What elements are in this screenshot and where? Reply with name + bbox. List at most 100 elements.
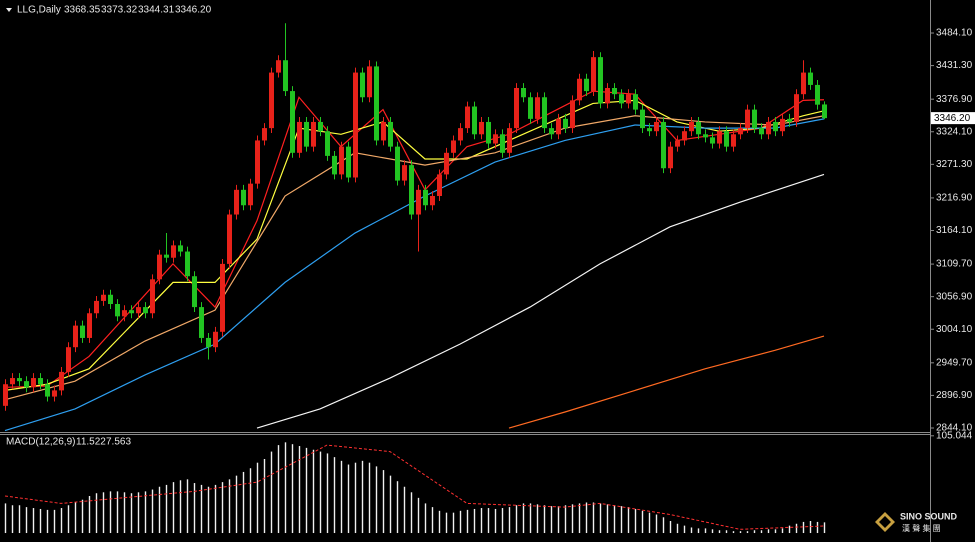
candle-body [696,121,701,135]
candle-body [311,121,316,147]
moving-average [4,115,825,401]
candle-body [374,66,379,141]
candle-body [514,88,519,129]
y-tick-label: 2844.10 [936,423,973,434]
candle-body [738,128,743,135]
candle-body [794,94,799,122]
candle-body [3,384,8,406]
candle-body [640,109,645,129]
candle-body [654,121,659,132]
candle-body [101,294,106,301]
candle-body [234,189,239,215]
candle-body [801,72,806,95]
candle-body [584,78,589,92]
candle-body [220,263,225,332]
candle-body [577,78,582,101]
candle-body [682,131,687,141]
candle-body [444,152,449,175]
price-box-label: 3346.20 [934,113,971,124]
y-tick-label: 3431.30 [936,60,973,71]
y-tick-label: 3004.10 [936,324,973,335]
candle-body [381,121,386,141]
candle-body [339,146,344,175]
candle-body [108,294,113,305]
candle-body [276,60,281,73]
candle-body [241,189,246,206]
candle-body [612,88,617,95]
low-label: 3344.31 [138,5,175,16]
candle-body [192,276,197,308]
candle-body [283,60,288,92]
candle-body [248,183,253,206]
candle-body [115,304,120,317]
candle-body [493,134,498,144]
candle-body [423,189,428,206]
candle-body [752,109,757,129]
candle-body [73,325,78,348]
candle-body [430,196,435,206]
candle-body [472,106,477,135]
candle-body [164,254,169,258]
candle-body [773,121,778,132]
logo-name: SINO SOUND [900,511,958,521]
candle-body [360,72,365,98]
candle-body [227,214,232,264]
candle-body [129,310,134,314]
candle-body [325,131,330,156]
candle-body [290,91,295,153]
logo: SINO SOUND 漢 聲 集 團 [875,511,958,533]
candle-body [353,72,358,178]
candle-body [647,128,652,132]
candle-body [598,57,603,104]
candle-body [458,128,463,141]
y-tick-label: 3376.90 [936,94,973,105]
close-label: 3346.20 [175,5,212,16]
candle-body [150,279,155,314]
candle-body [570,100,575,129]
candle-body [661,121,666,169]
candle-body [45,384,50,397]
candle-body [416,189,421,215]
candle-body [395,146,400,181]
candle-body [815,84,820,105]
candle-body [87,313,92,338]
candle-body [346,146,351,178]
y-tick-label: 3164.10 [936,225,973,236]
candle-body [213,331,218,348]
candle-body [717,131,722,144]
candle-body [206,337,211,348]
macd-title: MACD(12,26,9) [6,437,75,448]
menu-arrow [6,8,12,12]
candle-body [388,121,393,147]
candle-body [633,94,638,110]
y-tick-label: 3056.90 [936,291,973,302]
candle-body [262,128,267,141]
candle-body [626,94,631,104]
candle-body [451,140,456,153]
candle-body [689,121,694,132]
y-tick-label: 3324.10 [936,126,973,137]
candle-body [10,378,15,385]
candle-body [542,97,547,129]
macd-signal-value: 7.563 [106,437,131,448]
y-tick-label: 3271.30 [936,159,973,170]
candle-body [52,390,57,397]
y-tick-label: 3484.10 [936,28,973,39]
candle-body [402,165,407,181]
candle-body [318,121,323,132]
candle-body [185,251,190,277]
candle-body [724,131,729,147]
candle-body [731,134,736,147]
candle-body [367,66,372,98]
candle-body [591,57,596,92]
y-tick-label: 2949.70 [936,357,973,368]
candle-body [304,121,309,147]
candle-body [668,146,673,169]
candle-body [703,134,708,138]
moving-average [256,173,825,429]
y-tick-label: 3109.70 [936,259,973,270]
candle-body [17,378,22,382]
candle-body [500,134,505,153]
candle-body [332,155,337,175]
